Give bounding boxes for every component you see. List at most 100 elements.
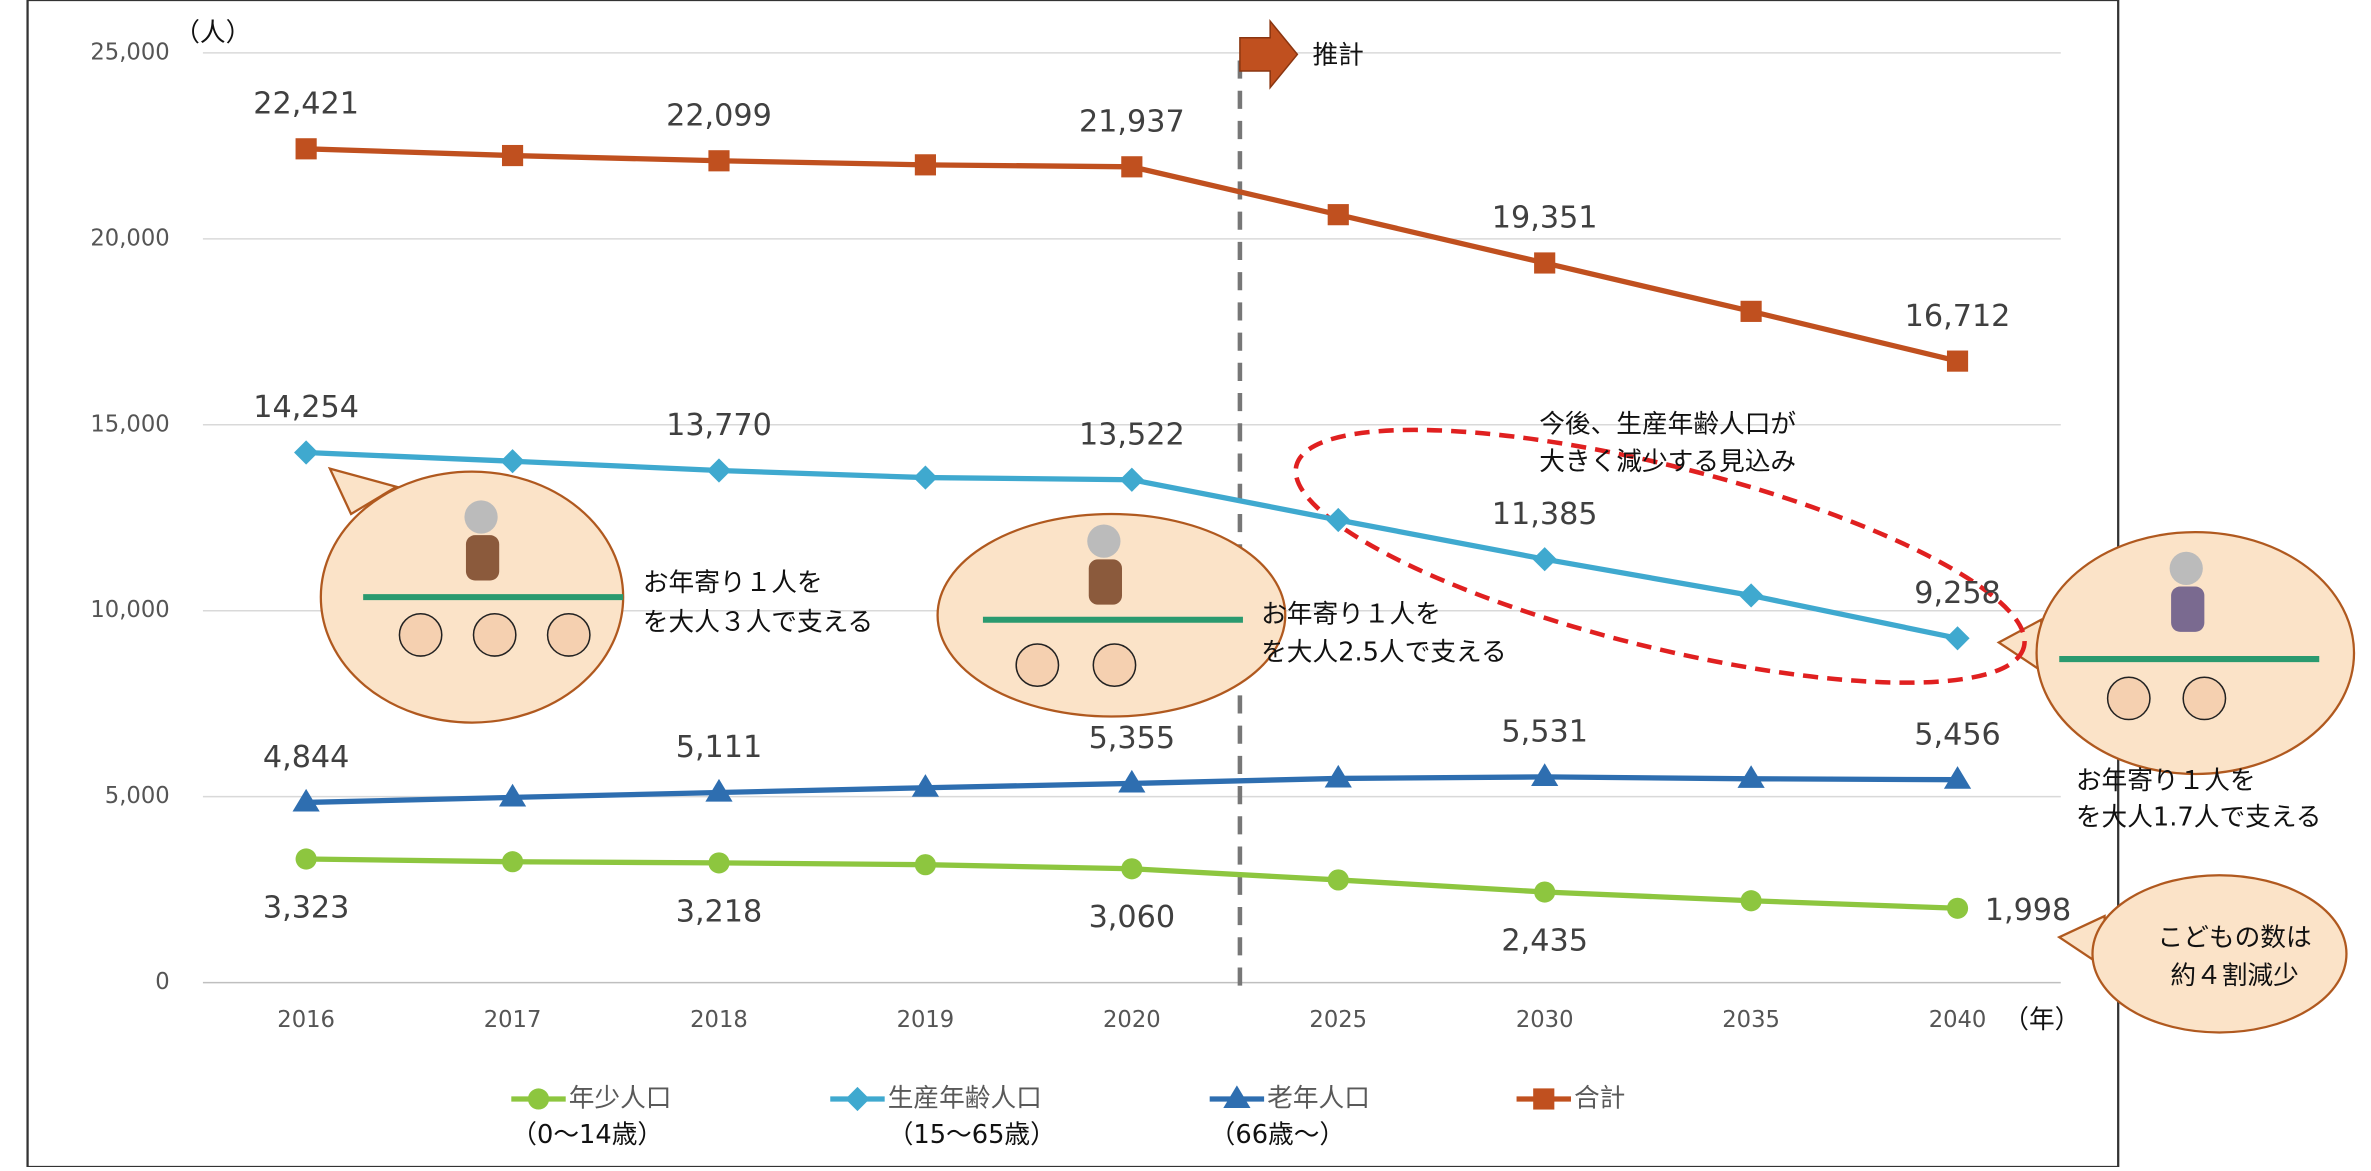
x-tick-label: 2030 — [1516, 1007, 1574, 1033]
legend-marker — [845, 1087, 869, 1111]
elder-body — [466, 535, 499, 580]
series: 3,3233,2183,0602,4351,998 — [263, 848, 2071, 958]
bubble-text: お年寄り１人を — [1261, 600, 1441, 630]
x-unit: （年） — [2003, 1005, 2080, 1035]
bubble-text: こどもの数は — [2158, 923, 2312, 953]
data-label: 5,355 — [1089, 721, 1176, 756]
bubble-text: を大人３人で支える — [643, 607, 873, 637]
elder-body — [1089, 559, 1122, 604]
marker — [915, 854, 936, 875]
data-label: 14,254 — [253, 390, 359, 425]
legend-label: 年少人口 — [569, 1083, 672, 1113]
marker — [1328, 204, 1349, 225]
marker — [294, 440, 318, 464]
legend-marker — [528, 1088, 549, 1109]
x-tick-label: 2025 — [1309, 1007, 1367, 1033]
y-unit: （人） — [174, 18, 251, 48]
data-label: 2,435 — [1501, 923, 1588, 958]
marker — [1739, 583, 1763, 607]
marker — [1328, 869, 1349, 890]
marker — [500, 449, 524, 473]
elder-body — [2171, 587, 2204, 632]
marker — [1121, 858, 1142, 879]
marker — [296, 848, 317, 869]
legend-sublabel: （15～65歳） — [888, 1120, 1056, 1150]
elder-head — [1087, 525, 1120, 558]
legend-label: 生産年齢人口 — [888, 1083, 1042, 1113]
bubble-3: お年寄り１人を を大人1.7人で支える — [1999, 532, 2354, 832]
marker — [707, 458, 731, 482]
marker — [502, 145, 523, 166]
legend-item: 合計 — [1517, 1083, 1626, 1113]
legend-item: 老年人口 （66歳～） — [1210, 1083, 1370, 1149]
chart: （人） （年） 推計 お年寄り１人を を大人３人で支える お年寄り１人を を大人… — [0, 0, 2371, 1167]
data-label: 3,060 — [1089, 900, 1176, 935]
data-label: 1,998 — [1985, 893, 2072, 928]
x-tick-label: 2020 — [1103, 1007, 1161, 1033]
series-line — [306, 149, 1957, 361]
elder-head — [2170, 552, 2203, 585]
marker — [296, 138, 317, 159]
x-tick-label: 2035 — [1722, 1007, 1780, 1033]
y-tick-label: 10,000 — [90, 597, 169, 623]
elder-head — [464, 500, 497, 533]
marker — [913, 465, 937, 489]
marker — [1945, 626, 1969, 650]
data-label: 4,844 — [263, 740, 350, 775]
data-label: 13,522 — [1079, 417, 1185, 452]
decline-note: 大きく減少する見込み — [1539, 447, 1796, 477]
x-tick-label: 2016 — [277, 1007, 335, 1033]
data-label: 16,712 — [1905, 299, 2011, 334]
bubble-text: 約４割減少 — [2170, 961, 2298, 991]
y-tick-label: 25,000 — [90, 39, 169, 65]
legend-sublabel: （66歳～） — [1210, 1120, 1345, 1150]
data-label: 9,258 — [1914, 576, 2001, 611]
child-head — [2108, 677, 2150, 719]
marker — [1534, 252, 1555, 273]
bubble-2: お年寄り１人を を大人2.5人で支える — [938, 514, 1507, 717]
legend-item: 年少人口 （0～14歳） — [511, 1083, 671, 1149]
marker — [1120, 468, 1144, 492]
bubble-text: を大人2.5人で支える — [1261, 638, 1507, 668]
legend-label: 合計 — [1574, 1083, 1625, 1113]
data-label: 5,456 — [1914, 717, 2001, 752]
child-head — [1016, 644, 1058, 686]
y-tick-label: 15,000 — [90, 411, 169, 437]
data-label: 21,937 — [1079, 104, 1185, 139]
data-label: 22,421 — [253, 86, 359, 121]
marker — [1741, 890, 1762, 911]
child-head — [399, 614, 441, 656]
y-tick-label: 20,000 — [90, 225, 169, 251]
data-label: 22,099 — [666, 98, 772, 133]
marker — [1741, 301, 1762, 322]
x-tick-label: 2040 — [1929, 1007, 1987, 1033]
marker — [1947, 351, 1968, 372]
child-head — [548, 614, 590, 656]
marker — [915, 154, 936, 175]
marker — [1533, 547, 1557, 571]
marker — [502, 851, 523, 872]
data-label: 3,218 — [676, 894, 763, 929]
x-tick-label: 2017 — [484, 1007, 542, 1033]
bubble-text: を大人1.7人で支える — [2076, 802, 2322, 832]
child-head — [474, 614, 516, 656]
bubble-text: お年寄り１人を — [643, 568, 823, 598]
bubble-1: お年寄り１人を を大人３人で支える — [321, 469, 873, 723]
legend-sublabel: （0～14歳） — [511, 1120, 663, 1150]
y-tick-label: 5,000 — [105, 783, 170, 809]
marker — [1947, 898, 1968, 919]
bubble-text: お年寄り１人を — [2076, 766, 2256, 796]
legend-marker — [1533, 1088, 1554, 1109]
data-label: 5,111 — [676, 730, 763, 765]
marker — [1534, 881, 1555, 902]
data-label: 13,770 — [666, 408, 772, 443]
legend-label: 老年人口 — [1267, 1083, 1370, 1113]
y-tick-label: 0 — [155, 969, 169, 995]
child-head — [1093, 644, 1135, 686]
x-tick-label: 2018 — [690, 1007, 748, 1033]
legend-item: 生産年齢人口 （15～65歳） — [830, 1083, 1056, 1149]
projection-arrow — [1240, 21, 1297, 88]
decline-note: 今後、生産年齢人口が — [1539, 409, 1796, 439]
child-head — [2183, 677, 2225, 719]
page: （人） （年） 推計 お年寄り１人を を大人３人で支える お年寄り１人を を大人… — [0, 0, 2371, 1171]
